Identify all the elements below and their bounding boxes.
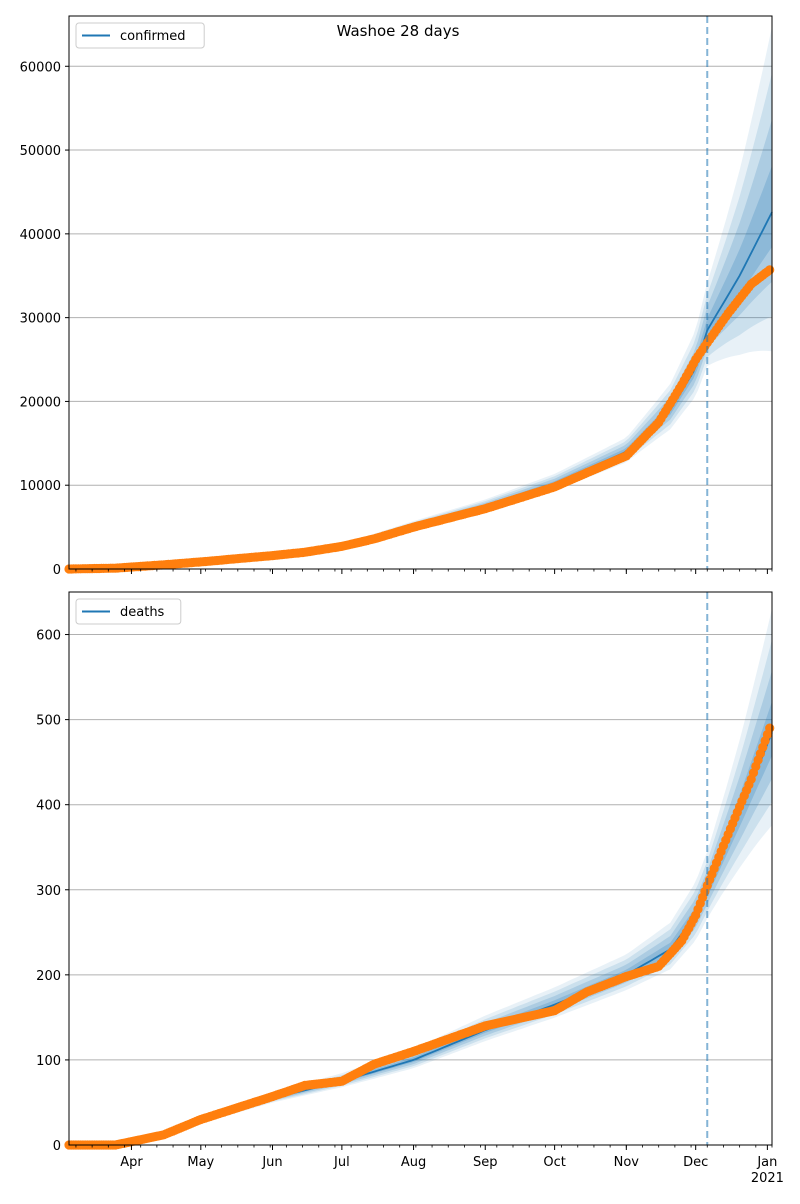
confirmed-uncertainty-band bbox=[69, 119, 772, 570]
deaths-uncertainty-band bbox=[69, 670, 772, 1145]
xtick-label: Jun bbox=[261, 1155, 282, 1170]
deaths-observed-point bbox=[765, 723, 775, 733]
xtick-year-label: 2021 bbox=[751, 1171, 784, 1186]
xtick-label: Jul bbox=[333, 1155, 350, 1170]
confirmed-ytick-label: 40000 bbox=[20, 228, 61, 243]
deaths-ytick-label: 0 bbox=[53, 1139, 61, 1154]
confirmed-uncertainty-band bbox=[69, 165, 772, 569]
xtick-label: Aug bbox=[401, 1155, 426, 1170]
confirmed-ytick-label: 50000 bbox=[20, 144, 61, 159]
xtick-label: Apr bbox=[120, 1155, 143, 1170]
deaths-uncertainty-band bbox=[69, 639, 772, 1145]
confirmed-ytick-label: 20000 bbox=[20, 395, 61, 410]
deaths-axes-frame bbox=[68, 591, 773, 1146]
deaths-uncertainty-band bbox=[69, 608, 772, 1145]
deaths-ytick-label: 100 bbox=[36, 1054, 61, 1069]
confirmed-panel: 0 10000 20000 30000 40000 50000 60000 confirmed bbox=[20, 15, 775, 578]
xtick-label: Sep bbox=[473, 1155, 498, 1170]
deaths-ytick-label: 500 bbox=[36, 714, 61, 729]
xtick-label: May bbox=[187, 1155, 214, 1170]
confirmed-axes-frame bbox=[68, 15, 773, 570]
confirmed-uncertainty-band bbox=[69, 72, 772, 570]
xtick-label: Jan bbox=[756, 1155, 777, 1170]
deaths-uncertainty-band bbox=[69, 701, 772, 1145]
figure-title: Washoe 28 days bbox=[337, 22, 460, 40]
confirmed-observed-point bbox=[765, 265, 775, 275]
xtick-label: Dec bbox=[683, 1155, 708, 1170]
confirmed-ytick-label: 0 bbox=[53, 563, 61, 578]
deaths-ytick-label: 600 bbox=[36, 629, 61, 644]
deaths-ytick-label: 200 bbox=[36, 969, 61, 984]
xtick-label: Nov bbox=[614, 1155, 640, 1170]
confirmed-ytick-label: 30000 bbox=[20, 312, 61, 327]
deaths-ytick-label: 400 bbox=[36, 799, 61, 814]
confirmed-uncertainty-band bbox=[69, 26, 772, 569]
confirmed-ytick-label: 10000 bbox=[20, 479, 61, 494]
confirmed-legend-label: confirmed bbox=[120, 29, 186, 44]
confirmed-legend-box bbox=[75, 22, 205, 49]
deaths-legend-label: deaths bbox=[120, 605, 165, 620]
deaths-legend-box bbox=[75, 598, 182, 625]
deaths-ytick-label: 300 bbox=[36, 884, 61, 899]
confirmed-ytick-label: 60000 bbox=[20, 60, 61, 75]
xtick-label: Oct bbox=[543, 1155, 565, 1170]
deaths-panel: 0 100 200 300 400 500 600 Apr May Jun Jul Aug Sep Oct… bbox=[36, 591, 784, 1186]
